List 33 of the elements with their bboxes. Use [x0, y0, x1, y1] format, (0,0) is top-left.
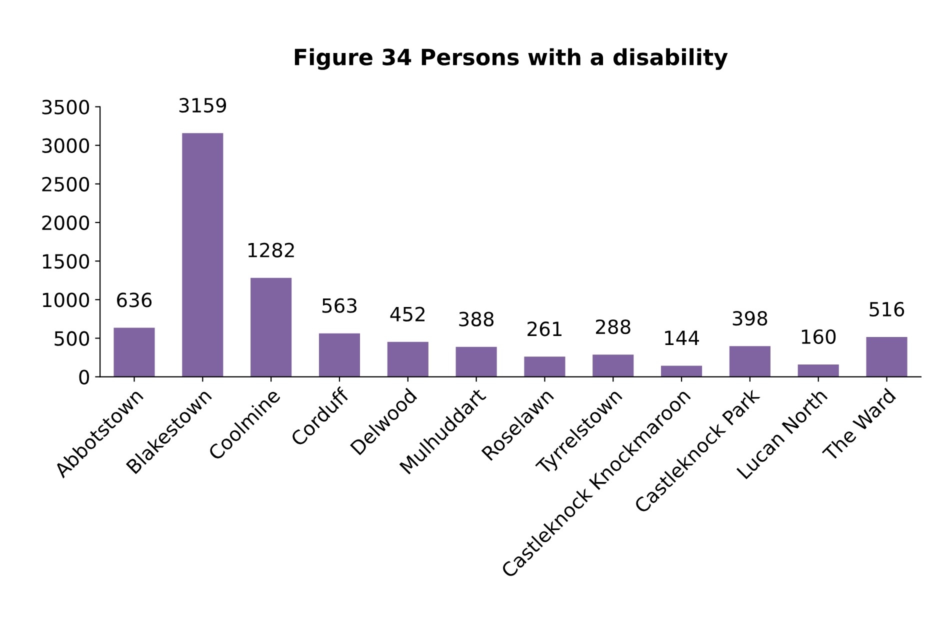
y-tick-label: 3500: [42, 100, 90, 114]
data-label: 3159: [179, 98, 226, 113]
y-tick-label: 2000: [42, 215, 90, 230]
bar: [182, 133, 224, 377]
data-label: 144: [665, 330, 700, 345]
y-tick-label: 0: [79, 370, 90, 384]
y-tick-label: 3000: [42, 138, 90, 153]
chart-title: Figure 34 Persons with a disability: [294, 48, 728, 70]
data-label: 261: [528, 322, 562, 336]
data-label: 452: [390, 306, 425, 322]
y-tick-label: 1000: [42, 292, 90, 308]
data-label: 563: [322, 298, 356, 313]
bar: [729, 346, 770, 377]
data-label: 288: [596, 319, 630, 334]
data-label: 388: [459, 312, 494, 326]
data-label: 636: [117, 292, 152, 308]
bar: [318, 333, 360, 377]
data-label: 160: [802, 329, 836, 344]
bar: [866, 336, 908, 377]
data-label: 398: [732, 310, 768, 326]
bar: [456, 346, 497, 377]
y-tick-label: 2500: [42, 176, 90, 192]
y-tick-label: 1500: [42, 254, 90, 269]
y-tick-label: 500: [54, 331, 90, 346]
bar: [114, 328, 155, 377]
data-label: 516: [870, 302, 904, 317]
bar: [798, 364, 839, 377]
bar: [387, 342, 428, 377]
bar: [524, 356, 566, 377]
bar: [592, 354, 634, 377]
bar: [661, 366, 702, 377]
bar: [250, 278, 292, 377]
data-label: 1282: [248, 242, 294, 258]
